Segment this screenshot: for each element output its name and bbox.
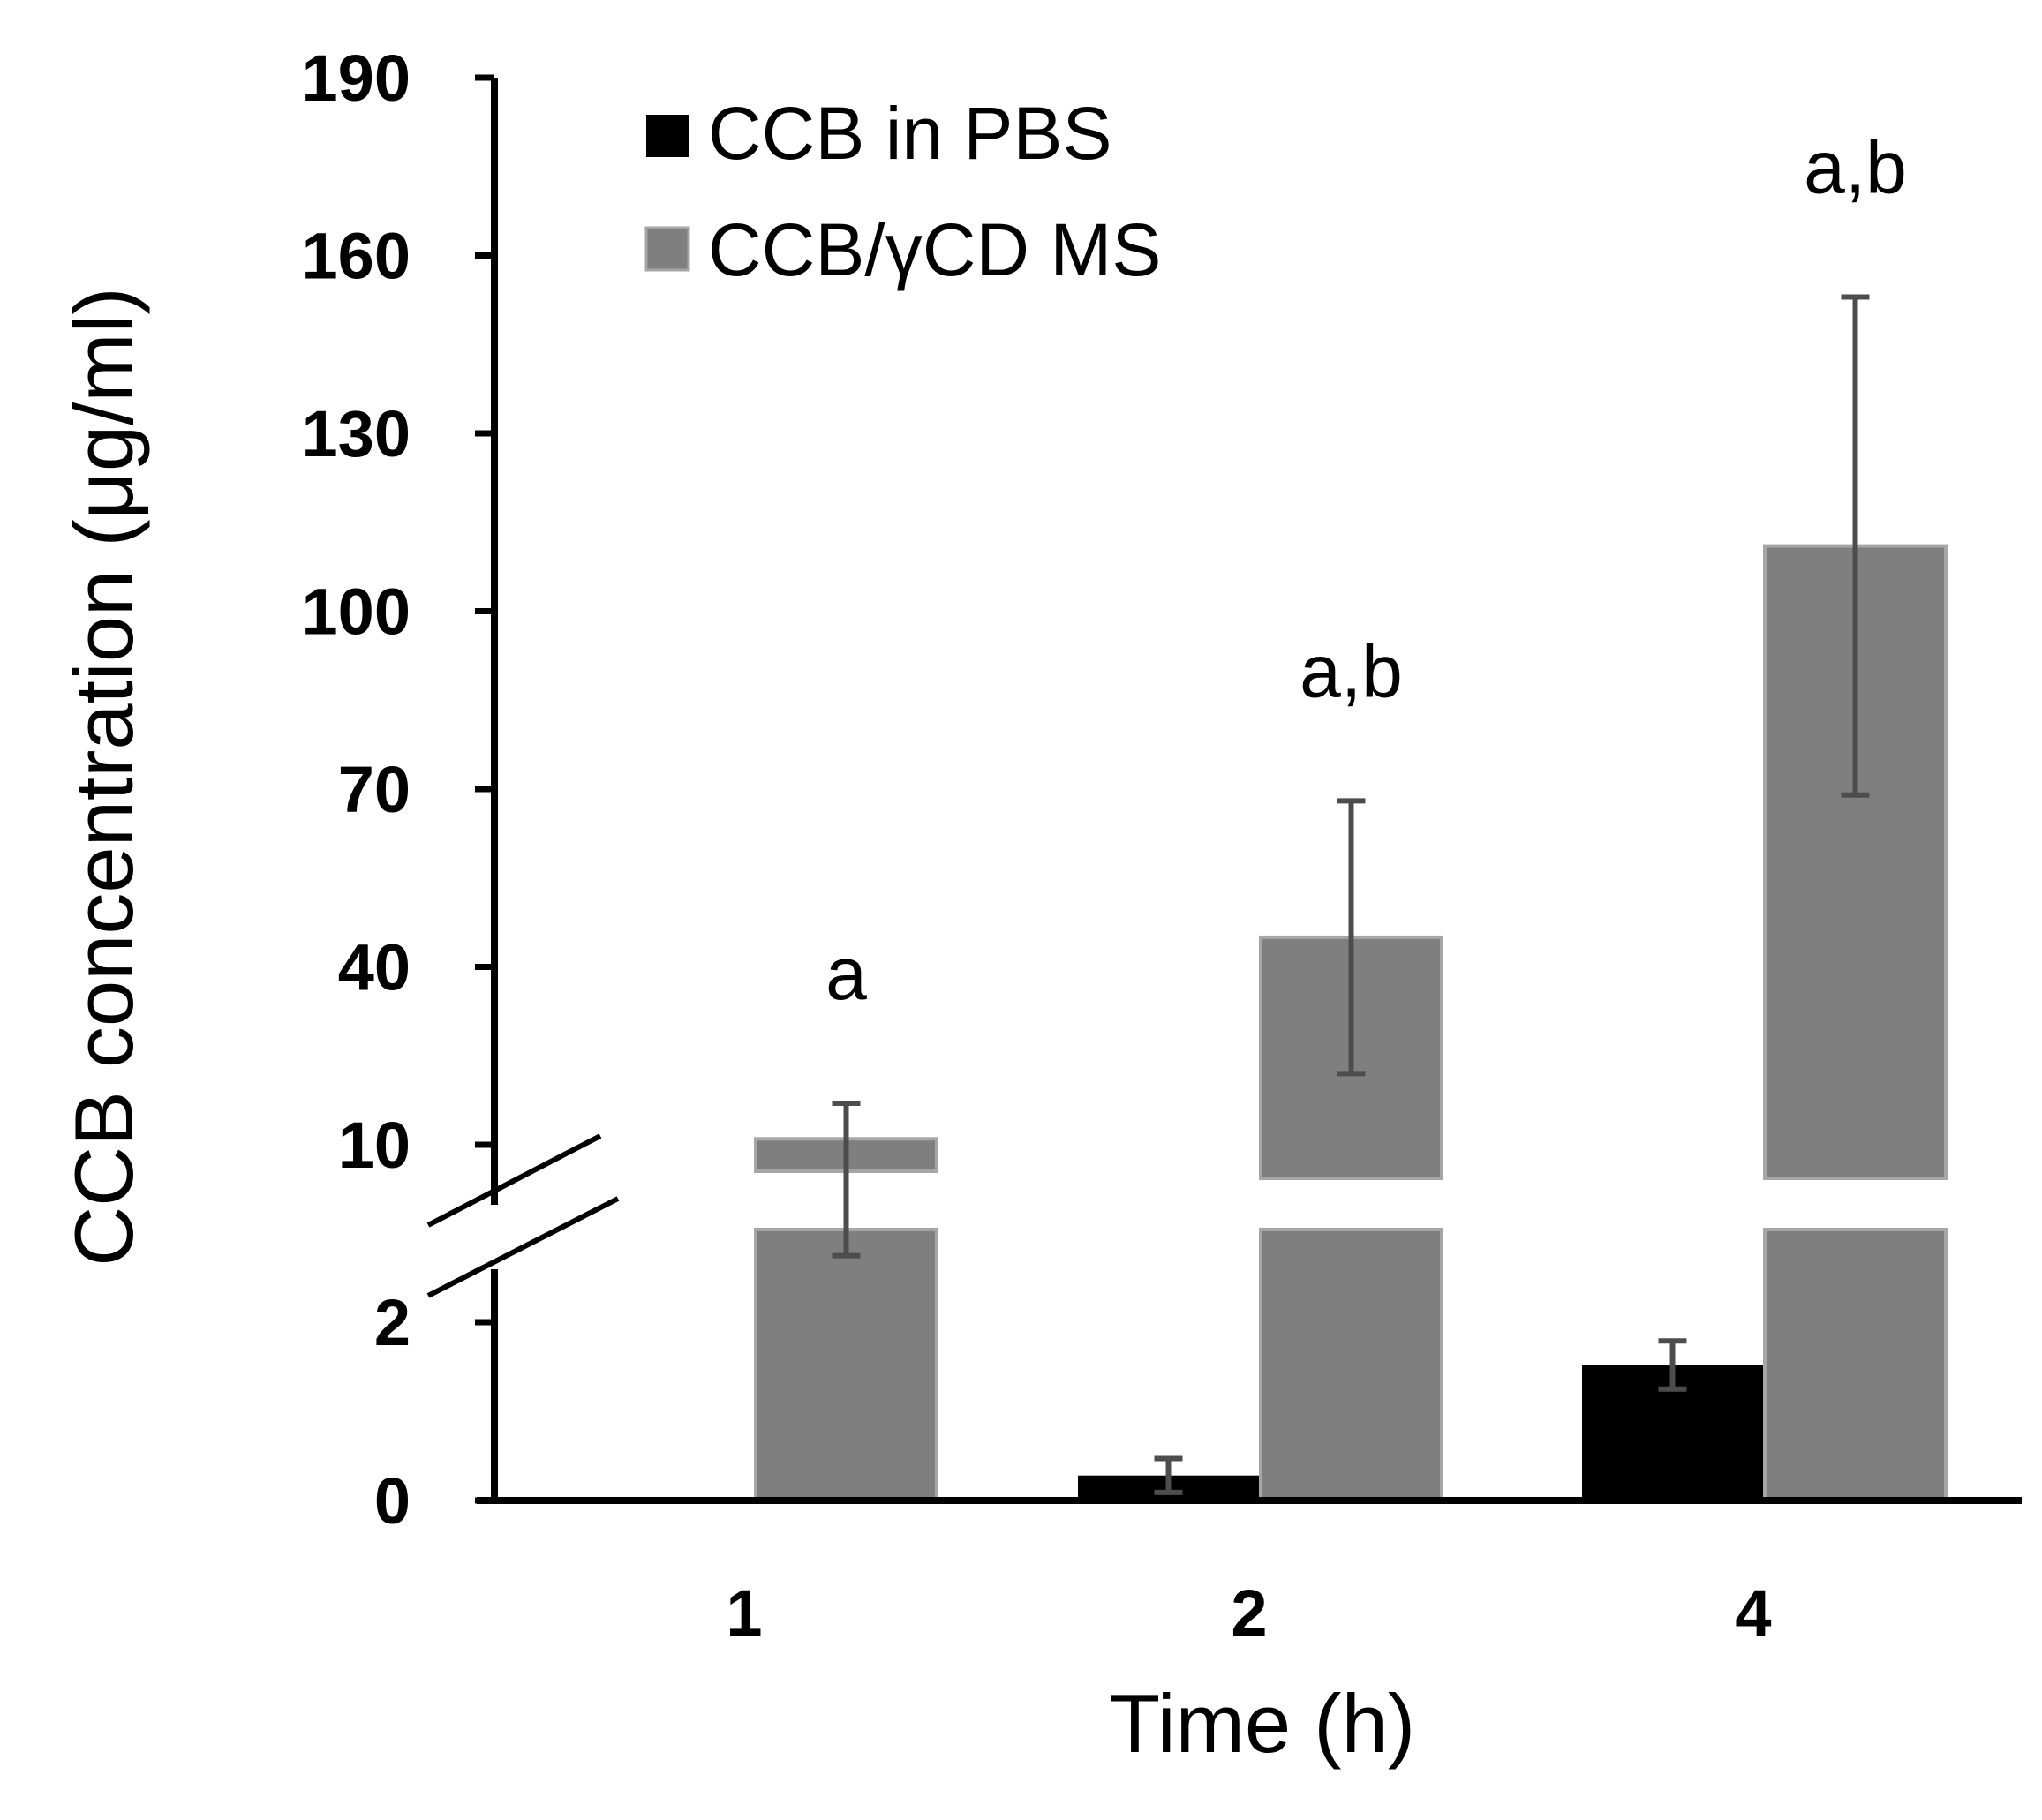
legend-swatch-ccb-in-pbs	[646, 115, 689, 157]
x-tick-label: 1	[726, 1576, 762, 1650]
y-tick-label: 10	[338, 1109, 411, 1182]
y-tick-label: 0	[374, 1464, 411, 1538]
y-axis-title: CCB concentration (μg/ml)	[57, 287, 150, 1266]
y-tick-label: 40	[338, 931, 411, 1004]
y-tick-label: 100	[302, 575, 411, 649]
bar-ccb-gcd-ms-lower	[754, 1228, 938, 1502]
bar-ccb-gcd-ms-lower	[1763, 1228, 1948, 1502]
y-tick-label: 2	[374, 1286, 411, 1359]
x-tick-label: 2	[1231, 1576, 1267, 1650]
significance-label: a	[825, 932, 867, 1015]
significance-label: a,b	[1804, 126, 1907, 209]
significance-label: a,b	[1300, 629, 1403, 712]
legend: CCB in PBS CCB/γCD MS	[644, 92, 1161, 291]
x-axis-title: Time (h)	[1110, 1677, 1415, 1770]
annotations-layer: a a,b a,b	[825, 126, 1907, 1015]
axis-break-mark-lower	[426, 1196, 620, 1298]
y-tick-label: 70	[338, 753, 411, 826]
y-axis-ticks: 190 160 130 100 70 40 10 2 0	[302, 41, 494, 1538]
error-bars-layer	[832, 294, 1870, 1495]
x-axis-ticks: 1 2 4	[726, 1576, 1771, 1650]
legend-label-ccb-gcd-ms: CCB/γCD MS	[708, 208, 1161, 291]
axis-break-marks	[426, 1133, 620, 1298]
y-tick-label: 190	[302, 41, 411, 115]
y-tick-label: 160	[302, 220, 411, 293]
y-tick-label: 130	[302, 397, 411, 470]
axis-break-mark-upper	[426, 1133, 602, 1228]
bar-ccb-gcd-ms-lower	[1259, 1228, 1443, 1502]
x-tick-label: 4	[1735, 1576, 1771, 1650]
legend-label-ccb-in-pbs: CCB in PBS	[708, 92, 1112, 175]
legend-swatch-ccb-gcd-ms	[644, 226, 690, 272]
